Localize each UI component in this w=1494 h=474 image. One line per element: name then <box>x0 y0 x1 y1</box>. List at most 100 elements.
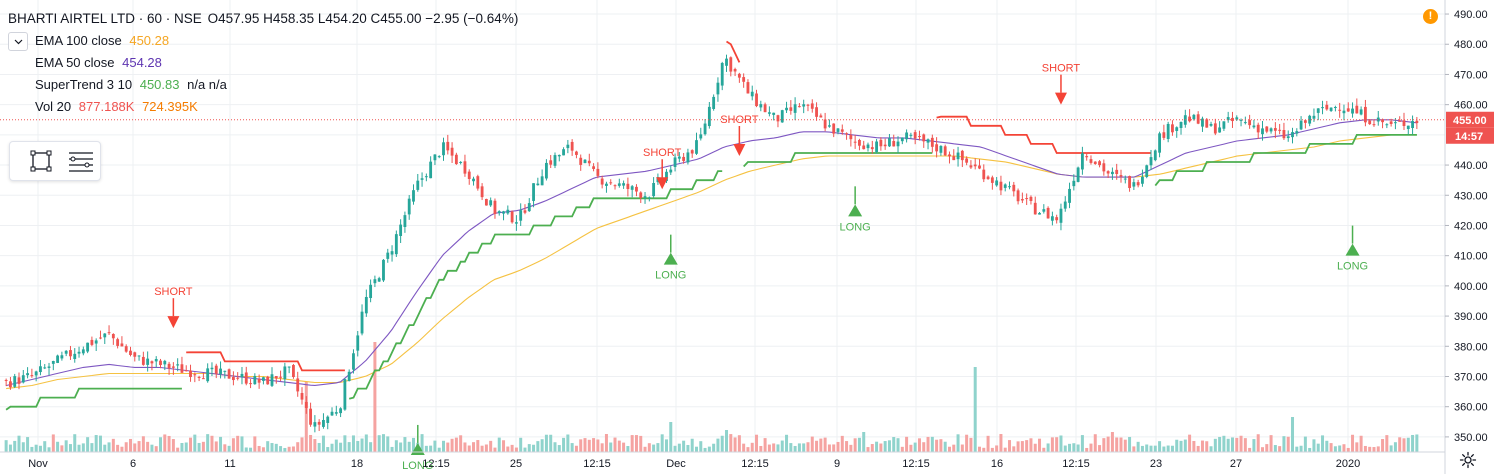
volume-bar <box>60 445 64 452</box>
volume-bar <box>819 438 823 452</box>
volume-bar <box>1063 445 1067 452</box>
volume-bar <box>1406 437 1410 452</box>
volume-bar <box>1291 417 1295 452</box>
candle-body <box>514 222 518 224</box>
volume-bar <box>502 440 506 452</box>
volume-bar <box>369 442 373 452</box>
volume-bar <box>1128 436 1132 452</box>
volume-bar <box>1110 432 1114 452</box>
legend-ema100[interactable]: EMA 100 close 450.28 <box>8 30 518 52</box>
candle-body <box>141 356 145 365</box>
legend-ema50[interactable]: EMA 50 close 454.28 <box>8 52 518 74</box>
gear-icon[interactable] <box>1459 451 1477 469</box>
volume-bar <box>1106 436 1110 452</box>
supertrend-segment <box>5 387 182 411</box>
candle-body <box>1128 176 1131 189</box>
candle-body <box>1098 161 1101 166</box>
short-label: SHORT <box>154 286 193 298</box>
signal-markers: SHORT LONG SHORT LONG SHORT LONG SHORT LONG <box>154 63 1368 472</box>
volume-bar <box>737 435 741 452</box>
candle-body <box>253 375 257 385</box>
volume-bar <box>176 447 180 452</box>
volume-bar <box>669 422 673 452</box>
volume-bar <box>716 438 720 452</box>
candle-body <box>686 152 690 163</box>
candle-body <box>785 107 788 111</box>
candle-body <box>1376 117 1380 122</box>
long-arrow <box>663 252 678 265</box>
volume-bar <box>776 444 780 452</box>
candle-body <box>810 103 814 109</box>
volume-bar <box>1243 438 1247 452</box>
candle-body <box>322 419 325 427</box>
candle-body <box>1085 156 1089 158</box>
volume-bar <box>90 443 94 452</box>
candle-body <box>1303 120 1307 123</box>
candle-body <box>81 349 85 354</box>
volume-bar <box>999 434 1003 452</box>
chevron-down-icon[interactable] <box>8 32 28 51</box>
rectangle-icon[interactable] <box>25 147 55 175</box>
time-tick-label: 6 <box>130 458 136 470</box>
candle-body <box>858 139 861 146</box>
volume-bar <box>960 444 964 452</box>
candle-body <box>600 178 604 185</box>
candle-body <box>206 368 210 382</box>
volume-bar <box>497 437 501 452</box>
volume-bar <box>1256 434 1260 452</box>
volume-bar <box>1166 445 1170 452</box>
candle-body <box>279 376 282 378</box>
price-tick-label: 400.00 <box>1454 281 1488 293</box>
volume-bar <box>1042 447 1046 452</box>
candle-body <box>870 147 874 150</box>
candle-body <box>1402 120 1406 126</box>
candle-body <box>90 339 94 345</box>
candle-body <box>150 361 154 364</box>
volume-bar <box>1068 443 1072 452</box>
candle-body <box>163 360 167 365</box>
candle-body <box>219 368 222 375</box>
volume-bar <box>660 434 664 452</box>
volume-bar <box>703 447 707 452</box>
volume-bar <box>467 445 471 452</box>
volume-bar <box>459 435 463 452</box>
volume-bar <box>1196 445 1200 452</box>
candle-body <box>373 279 377 284</box>
candle-body <box>720 63 724 86</box>
volume-bar <box>566 434 570 452</box>
candle-body <box>703 123 707 135</box>
volume-bar <box>253 436 257 452</box>
volume-bar <box>120 446 124 452</box>
candle-body <box>231 376 235 381</box>
candle-body <box>103 333 107 338</box>
volume-bar <box>240 436 244 452</box>
candle-body <box>969 165 973 168</box>
candle-body <box>913 132 917 139</box>
legend-supertrend[interactable]: SuperTrend 3 10 450.83 n/a n/a <box>8 74 518 96</box>
alert-icon[interactable]: ! <box>1423 9 1438 24</box>
candle-body <box>562 149 565 156</box>
volume-bar <box>1278 446 1282 452</box>
volume-bar <box>952 444 956 452</box>
volume-bar <box>1119 437 1123 452</box>
volume-bar <box>279 446 283 452</box>
legend-volume[interactable]: Vol 20 877.188K 724.395K <box>8 96 518 118</box>
lines-icon[interactable] <box>65 147 95 175</box>
candle-body <box>845 133 848 135</box>
price-tick-label: 390.00 <box>1454 311 1488 323</box>
volume-bar <box>973 367 977 452</box>
candle-body <box>262 377 265 381</box>
candle-body <box>1333 106 1337 108</box>
candle-body <box>1273 128 1277 131</box>
candle-body <box>669 169 673 173</box>
candle-body <box>733 69 737 72</box>
candle-body <box>1415 120 1419 124</box>
volume-bar <box>1368 446 1372 452</box>
volume-bar <box>266 441 270 452</box>
volume-bar <box>986 435 990 452</box>
candle-body <box>545 162 548 179</box>
candle-body <box>789 107 793 111</box>
volume-bar <box>609 442 613 452</box>
volume-bar <box>600 443 604 452</box>
